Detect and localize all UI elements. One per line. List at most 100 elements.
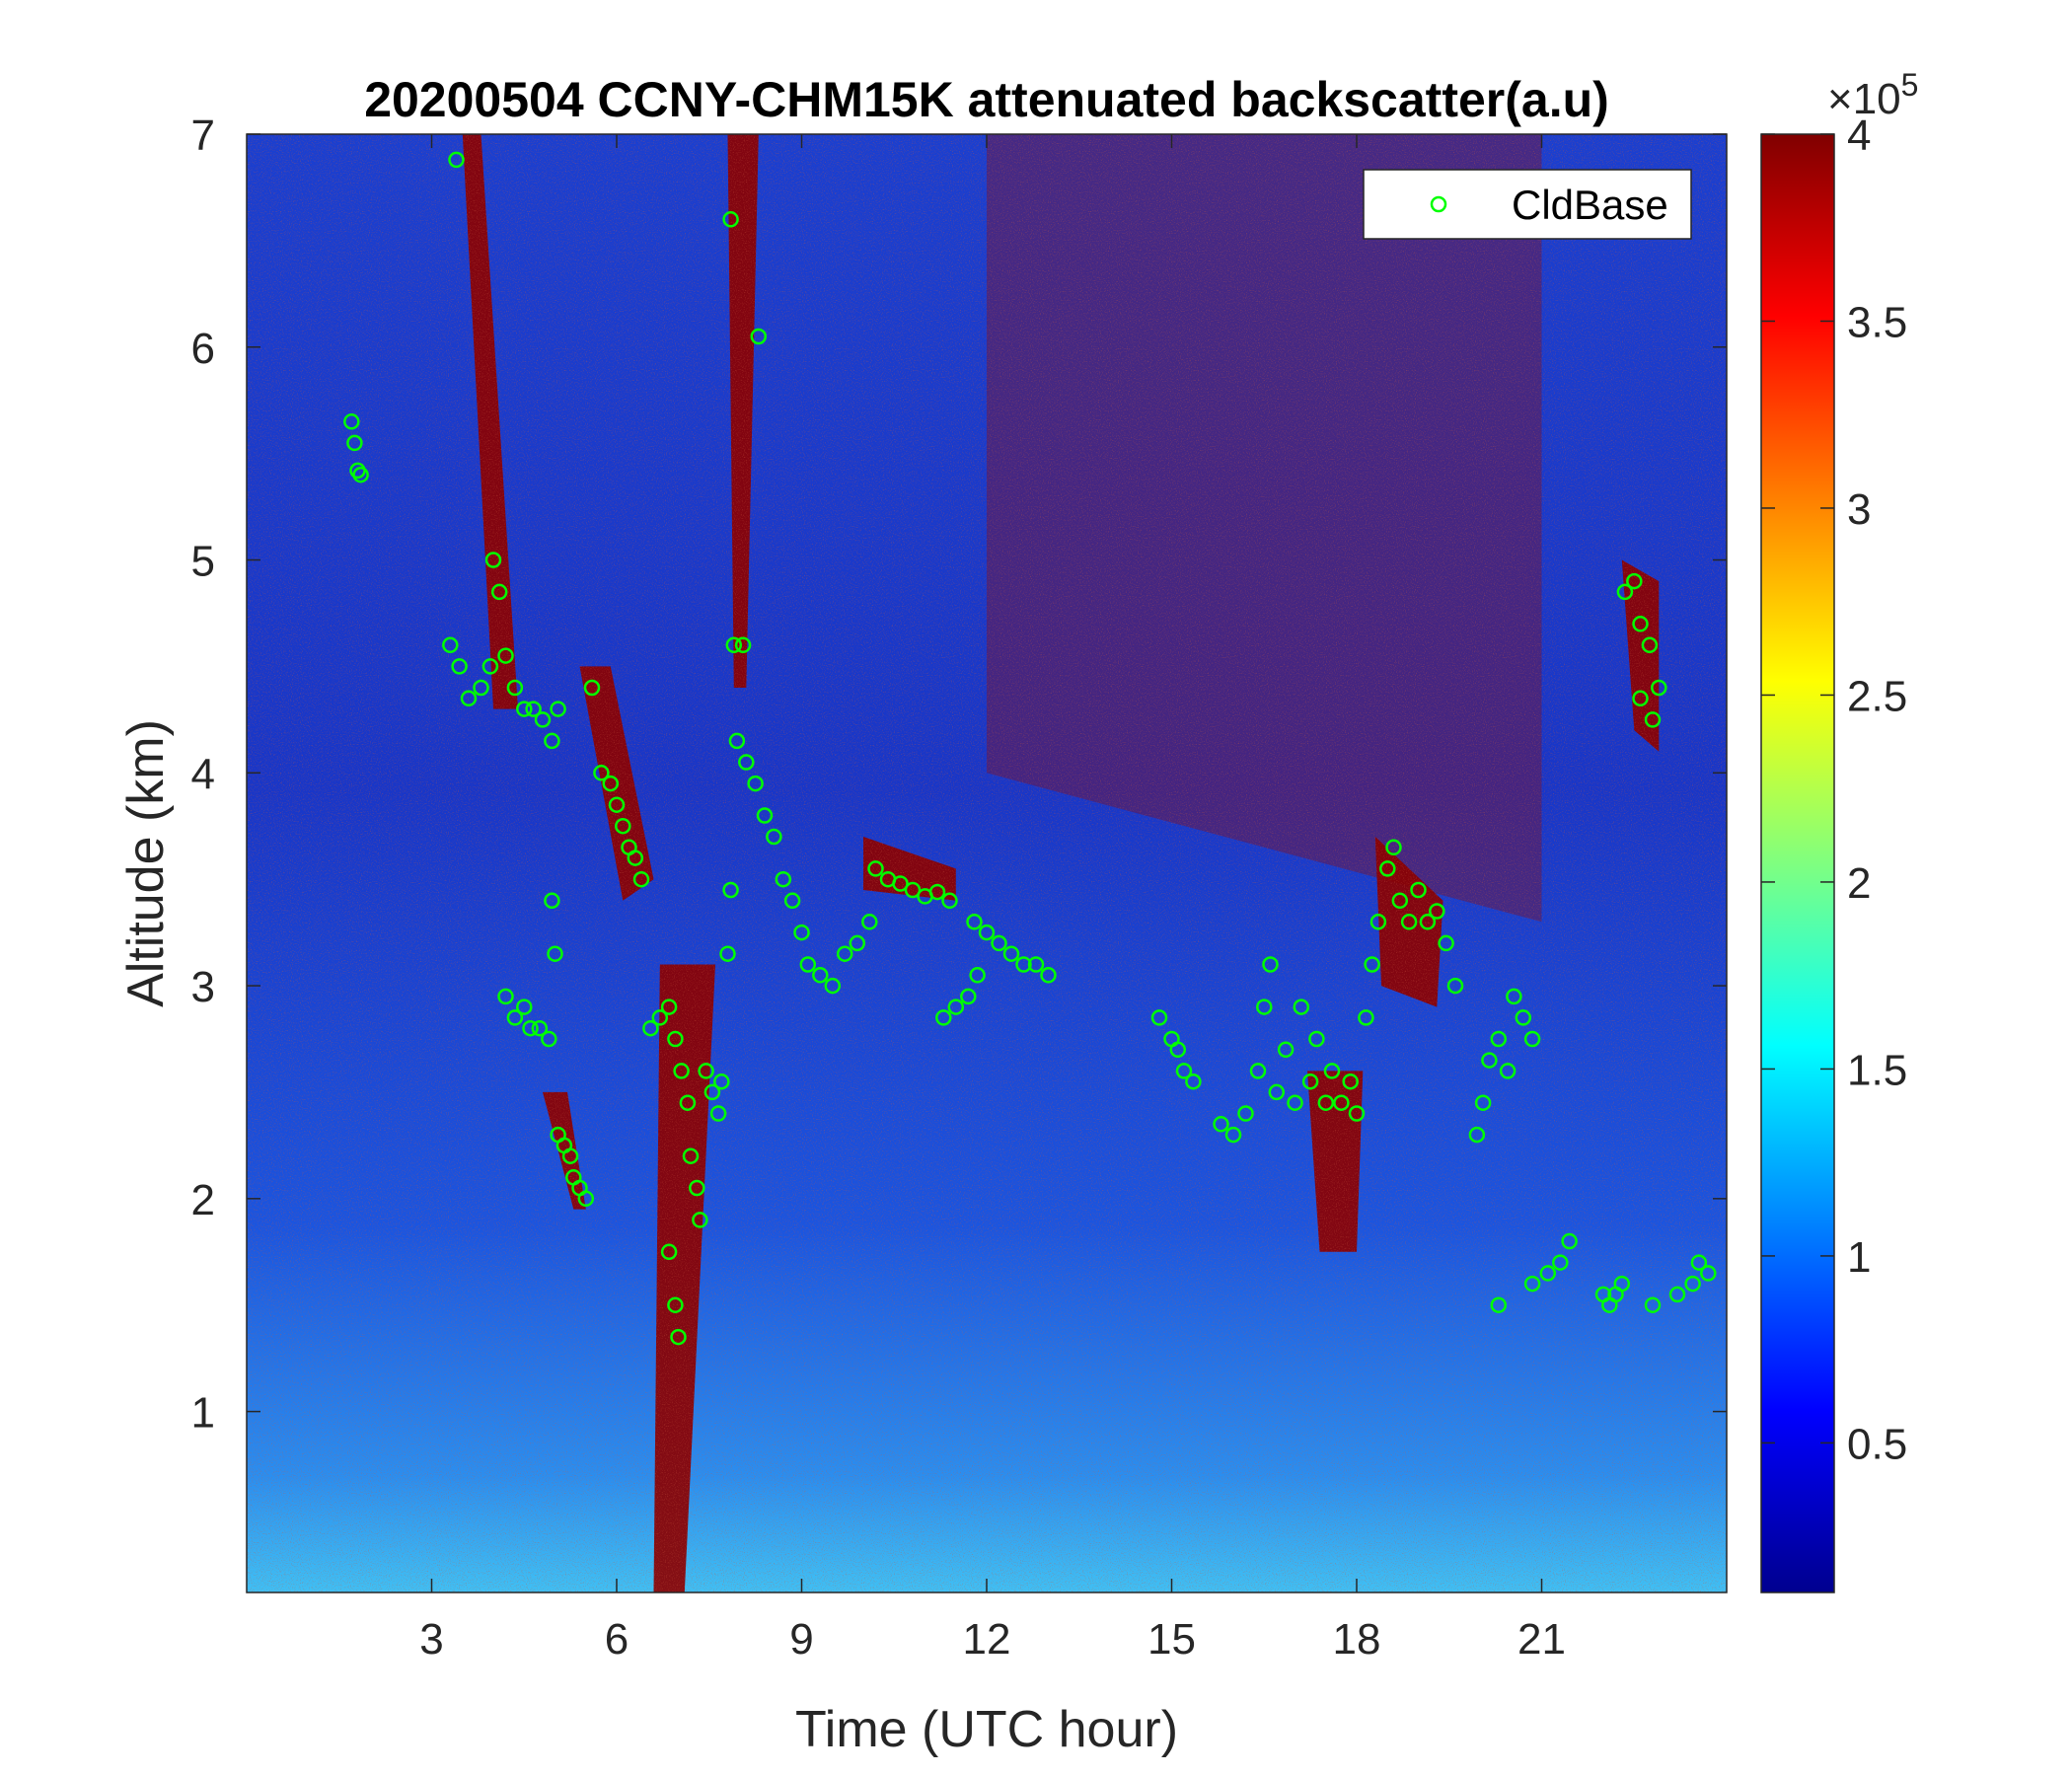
cldbase-point: [756, 807, 774, 824]
x-tick-label: 6: [605, 1615, 629, 1664]
cldbase-point: [473, 679, 489, 697]
heatmap-area: [247, 134, 1727, 1592]
cldbase-point: [1506, 988, 1522, 1005]
cldbase-point: [1333, 1094, 1350, 1111]
cldbase-point: [544, 732, 560, 750]
y-tick-label: 7: [191, 111, 215, 160]
y-tick-label: 5: [191, 538, 215, 586]
cldbase-point: [506, 1009, 524, 1026]
cldbase-point: [667, 1296, 684, 1313]
cldbase-point: [1391, 892, 1409, 910]
y-tick-label: 6: [191, 325, 215, 373]
cldbase-point: [1358, 1009, 1374, 1026]
cldbase-point: [660, 1243, 678, 1261]
cldbase-point: [750, 328, 768, 345]
heatmap-noise: [247, 134, 1727, 1592]
cldbase-point: [692, 1212, 708, 1228]
cldbase-point: [550, 701, 566, 717]
cldbase-point: [497, 988, 514, 1005]
cldbase-point: [1369, 914, 1387, 930]
x-tick-label: 21: [1517, 1615, 1566, 1664]
cldbase-point: [602, 775, 620, 792]
cldbase-point: [689, 1179, 705, 1197]
cldbase-point: [1438, 934, 1454, 952]
colorbar-tick-label: 1.5: [1847, 1046, 1907, 1094]
cldbase-point: [799, 956, 817, 973]
colorbar-tick-label: 2: [1847, 859, 1871, 908]
cldbase-point: [1626, 572, 1643, 590]
cldbase-point: [928, 883, 946, 901]
cldbase-point: [448, 151, 465, 169]
y-tick-label: 2: [191, 1176, 215, 1224]
cldbase-point: [1364, 956, 1380, 973]
cldbase-point: [824, 977, 842, 995]
cldbase-points: [343, 151, 1717, 1346]
cldbase-point: [1262, 956, 1279, 973]
cldbase-point: [1561, 1232, 1578, 1250]
cldbase-point: [1342, 1073, 1359, 1090]
cldbase-point: [522, 1019, 539, 1037]
cldbase-point: [904, 881, 922, 899]
cldbase-point: [583, 679, 601, 697]
cldbase-point: [1684, 1275, 1701, 1293]
legend-marker-icon: [1430, 195, 1447, 213]
cldbase-point: [1490, 1296, 1508, 1313]
cldbase-point: [451, 658, 468, 675]
cldbase-point: [766, 828, 782, 846]
cldbase-point: [627, 850, 644, 866]
cldbase-point: [1027, 956, 1045, 973]
cldbase-point: [531, 1019, 549, 1037]
cldbase-point: [1379, 860, 1396, 877]
cldbase-point: [725, 636, 743, 654]
cldbase-point: [577, 1190, 595, 1208]
cldbase-point: [442, 636, 459, 654]
cldbase-point: [719, 945, 736, 962]
cldbase-point: [1169, 1041, 1187, 1059]
cldbase-point: [1539, 1265, 1557, 1282]
cldbase-point: [679, 1094, 697, 1111]
y-axis-label: Altitude (km): [117, 719, 175, 1007]
cldbase-point: [849, 934, 866, 952]
cldbase-point: [534, 711, 552, 728]
cldbase-point: [783, 892, 801, 910]
cldbase-point: [1499, 1063, 1517, 1079]
cldbase-point: [703, 1083, 721, 1101]
legend-entry-cldbase: CldBase: [1512, 182, 1668, 228]
colorbar-tick-label: 2.5: [1847, 672, 1907, 720]
cldbase-point: [343, 413, 360, 430]
colorbar-ticks: 0.5 1 1.5 2 2.5 3 3.5 4: [1761, 111, 1907, 1468]
cldbase-point: [561, 1147, 579, 1164]
cldbase-point: [722, 211, 739, 228]
cldbase-point: [460, 690, 478, 707]
cldbase-point: [1641, 636, 1659, 654]
cldbase-point: [1468, 1126, 1486, 1144]
cldbase-point: [506, 679, 524, 697]
cldbase-point: [1287, 1094, 1303, 1111]
cldbase-point: [1632, 616, 1649, 632]
cldbase-point: [1175, 1063, 1193, 1079]
cldbase-point: [547, 945, 563, 962]
cldbase-point: [516, 999, 533, 1015]
legend[interactable]: CldBase: [1363, 169, 1692, 240]
cldbase-point: [1237, 1105, 1254, 1122]
cldbase-point: [861, 914, 878, 930]
cldbase-point: [1400, 914, 1418, 930]
cldbase-point: [867, 860, 884, 877]
cldbase-point: [1474, 1094, 1492, 1111]
cldbase-point: [615, 817, 631, 835]
cldbase-point: [1700, 1265, 1717, 1282]
cldbase-point: [1317, 1094, 1335, 1111]
cldbase-point: [941, 892, 958, 910]
cldbase-point: [1410, 881, 1427, 899]
cldbase-point: [1040, 967, 1057, 984]
cldbase-point: [1385, 839, 1402, 856]
cldbase-point: [1224, 1126, 1242, 1144]
y-axis: 1 2 3 4 5 6 7: [191, 111, 1727, 1438]
cldbase-point: [490, 583, 508, 601]
cldbase-point: [1213, 1116, 1229, 1133]
cldbase-point: [673, 1063, 690, 1079]
cldbase-point: [481, 658, 499, 675]
x-tick-label: 15: [1147, 1615, 1196, 1664]
colorbar-tick-label: 0.5: [1847, 1420, 1907, 1468]
